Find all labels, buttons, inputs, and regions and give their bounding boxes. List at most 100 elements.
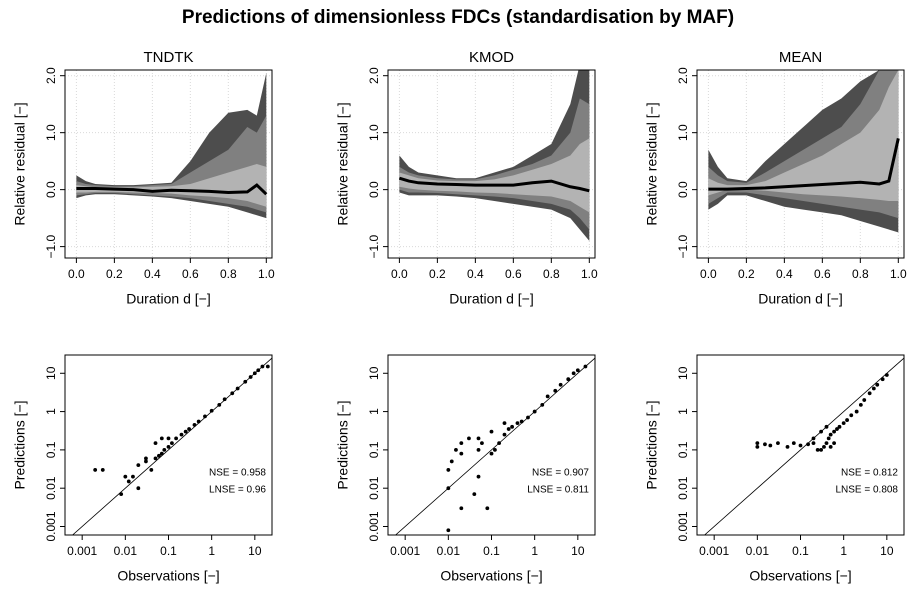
- point: [123, 474, 128, 479]
- point: [837, 424, 842, 429]
- point: [871, 386, 876, 391]
- plot-area: [703, 357, 904, 535]
- band-area: [399, 98, 590, 230]
- point: [166, 436, 171, 441]
- x-axis-label: Observations [−]: [440, 568, 542, 584]
- point: [510, 424, 514, 429]
- y-axis-label: Relative residual [−]: [644, 102, 660, 225]
- point: [230, 391, 235, 396]
- point: [811, 441, 816, 446]
- y-tick-label: 10: [676, 366, 690, 380]
- x-tick-label: 0.0: [700, 267, 717, 281]
- point: [196, 419, 201, 424]
- point: [467, 436, 471, 441]
- point: [502, 432, 507, 437]
- point: [875, 382, 880, 387]
- annotation: LNSE = 0.808: [835, 485, 898, 496]
- point: [192, 422, 197, 427]
- point: [446, 528, 451, 533]
- point: [854, 409, 859, 414]
- point: [449, 459, 454, 464]
- annotation: NSE = 0.958: [209, 468, 266, 479]
- y-axis-label: Predictions [−]: [12, 400, 28, 489]
- x-tick-label: 1: [531, 544, 538, 558]
- point: [497, 441, 502, 446]
- x-tick-label: 0.0: [68, 267, 85, 281]
- point: [149, 468, 154, 472]
- panel-title: TNDTK: [144, 49, 194, 66]
- x-tick-label: 0.4: [776, 267, 793, 281]
- x-tick-label: 0.01: [114, 544, 138, 558]
- point: [835, 427, 839, 431]
- point: [157, 453, 161, 458]
- panel: NSE = 0.958 LNSE = 0.96 0.001 0.01 0.1 1 10 0.0…: [12, 354, 273, 584]
- x-tick-label: 1: [840, 544, 847, 558]
- x-tick-label: 0.001: [699, 544, 729, 558]
- y-tick-label: 0.1: [44, 441, 58, 458]
- band-area: [76, 164, 267, 207]
- panel: NSE = 0.907 LNSE = 0.811 0.001 0.01 0.1 1 10 0.…: [335, 354, 596, 584]
- point: [136, 486, 141, 491]
- point: [159, 451, 164, 456]
- point: [832, 429, 836, 434]
- x-tick-label: 0.4: [144, 267, 161, 281]
- panel: KMOD 0.0 0.2 0.4 0.6 0.8 1.0 −1.0 0.0 1.0 2.0 Durat…: [335, 49, 598, 307]
- annotation: LNSE = 0.96: [209, 485, 266, 496]
- x-tick-label: 1.0: [258, 267, 275, 281]
- point: [459, 451, 464, 456]
- y-tick-label: 0.0: [676, 181, 690, 198]
- point: [815, 447, 820, 452]
- point: [159, 436, 164, 441]
- x-axis-label: Duration d [−]: [126, 291, 210, 307]
- point: [493, 447, 497, 452]
- point: [824, 424, 829, 429]
- x-axis-label: Observations [−]: [749, 568, 851, 584]
- x-tick-label: 1: [208, 544, 215, 558]
- x-tick-label: 0.6: [814, 267, 831, 281]
- point: [880, 377, 885, 382]
- x-tick-label: 0.2: [738, 267, 755, 281]
- y-tick-label: 0.0: [44, 181, 58, 198]
- point: [489, 429, 494, 434]
- y-tick-label: 2.0: [676, 67, 690, 84]
- panel: NSE = 0.812 LNSE = 0.808 0.001 0.01 0.1 1 10 0.…: [644, 354, 905, 584]
- point: [489, 451, 494, 456]
- point: [884, 373, 889, 377]
- x-tick-label: 0.01: [437, 544, 461, 558]
- band-area: [708, 70, 899, 202]
- x-tick-label: 0.4: [467, 267, 484, 281]
- point: [136, 463, 141, 468]
- point: [119, 492, 124, 497]
- point: [502, 421, 507, 426]
- plot-frame: [696, 69, 905, 259]
- y-tick-label: 10: [44, 366, 58, 380]
- y-tick-label: 2.0: [367, 67, 381, 84]
- plot-frame: [387, 354, 596, 536]
- point: [540, 402, 545, 407]
- x-tick-label: 0.001: [67, 544, 97, 558]
- x-axis-label: Duration d [−]: [449, 291, 533, 307]
- median-line: [708, 138, 900, 191]
- point: [256, 368, 261, 373]
- point: [260, 364, 265, 369]
- y-tick-label: 2.0: [44, 67, 58, 84]
- point: [558, 382, 563, 387]
- point: [841, 421, 846, 426]
- x-tick-label: 10: [880, 544, 894, 558]
- point: [858, 402, 863, 407]
- plot-area: [697, 70, 904, 258]
- point: [776, 441, 780, 446]
- x-tick-label: 0.8: [543, 267, 560, 281]
- point: [798, 443, 803, 448]
- panel: MEAN 0.0 0.2 0.4 0.6 0.8 1.0 −1.0 0.0 1.0 2.0 Durat…: [644, 49, 907, 307]
- y-axis-label: Predictions [−]: [335, 400, 351, 489]
- plot-area: [394, 357, 595, 535]
- point: [571, 371, 576, 376]
- panel-title: KMOD: [469, 49, 514, 66]
- x-tick-label: 0.1: [792, 544, 809, 558]
- point: [183, 429, 188, 434]
- point: [243, 379, 248, 384]
- y-tick-label: 0.001: [44, 511, 58, 541]
- point: [476, 474, 481, 479]
